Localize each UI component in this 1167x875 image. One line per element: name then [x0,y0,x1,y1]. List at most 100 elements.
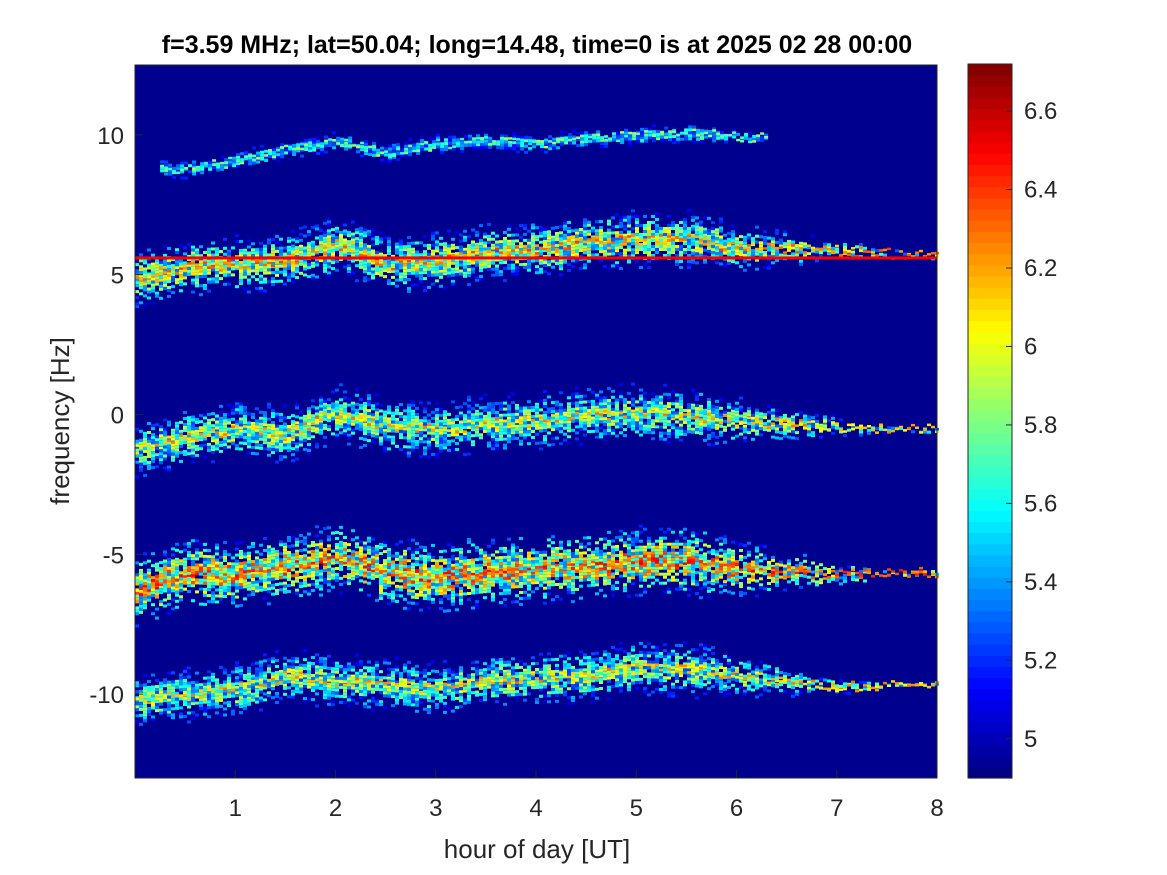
heatmap-cell-band-1 [299,238,303,242]
heatmap-cell-band-0 [404,147,409,151]
heatmap-cell-band-2 [279,446,283,449]
heatmap-cell-band-2 [367,394,371,398]
heatmap-cell-band-1 [575,234,579,238]
heatmap-cell-band-2 [839,418,843,422]
heatmap-trace-band-0 [408,144,413,148]
heatmap-cell-band-2 [263,429,267,433]
heatmap-cell-band-1 [327,265,331,269]
heatmap-cell-band-2 [487,429,491,433]
heatmap-cell-band-1 [507,251,511,255]
heatmap-cell-band-1 [687,227,691,231]
heatmap-cell-band-2 [479,397,483,401]
heatmap-trace-band-0 [280,146,285,149]
heatmap-cell-band-1 [163,280,167,284]
heatmap-trace-band-0 [380,151,385,154]
heatmap-cell-band-2 [231,423,235,427]
heatmap-cell-band-1 [407,251,411,254]
heatmap-cell-band-0 [312,137,317,141]
heatmap-cell-band-2 [503,413,507,417]
heatmap-cell-band-1 [259,262,263,266]
heatmap-cell-band-1 [599,259,603,263]
heatmap-trace-band-2 [719,421,723,425]
heatmap-cell-band-2 [347,436,351,440]
heatmap-cell-band-1 [683,221,687,224]
heatmap-cell-band-2 [311,399,315,403]
heatmap-cell-band-2 [343,396,347,400]
heatmap-cell-band-2 [591,417,595,421]
heatmap-cell-band-0 [708,133,713,136]
heatmap-cell-band-2 [335,400,339,404]
heatmap-cell-band-1 [295,258,299,262]
heatmap-cell-band-2 [615,407,619,411]
heatmap-cell-band-1 [427,261,431,265]
heatmap-cell-band-1 [139,286,143,290]
heatmap-cell-band-1 [763,230,767,233]
heatmap-cell-band-2 [311,426,315,430]
heatmap-cell-band-2 [235,420,239,424]
heatmap-cell-band-1 [199,245,203,249]
heatmap-cell-band-2 [259,419,263,423]
heatmap-cell-band-1 [367,244,371,248]
heatmap-cell-band-2 [635,400,639,404]
heatmap-cell-band-1 [599,247,603,251]
heatmap-cell-band-2 [551,443,555,447]
heatmap-cell-band-1 [195,272,199,276]
heatmap-cell-band-1 [223,252,227,256]
heatmap-cell-band-2 [643,403,647,407]
heatmap-cell-band-2 [555,436,559,440]
heatmap-cell-band-2 [267,423,271,427]
heatmap-cell-band-2 [775,436,779,440]
heatmap-trace-band-0 [604,135,609,138]
heatmap-trace-band-2 [739,422,743,425]
heatmap-cell-band-2 [411,445,415,449]
heatmap-cell-band-1 [619,219,623,222]
heatmap-cell-band-2 [411,448,415,452]
heatmap-cell-band-1 [543,249,547,252]
heatmap-cell-band-1 [647,227,651,230]
heatmap-trace-band-1 [859,246,863,249]
heatmap-cell-band-2 [531,421,535,424]
heatmap-cell-band-1 [247,245,251,249]
heatmap-trace-band-0 [432,146,437,149]
heatmap-cell-band-2 [215,420,219,424]
heatmap-cell-band-2 [307,452,311,456]
heatmap-cell-band-2 [415,443,419,446]
heatmap-cell-band-2 [319,395,323,399]
heatmap-cell-band-3 [143,594,147,598]
heatmap-trace-band-2 [539,416,543,419]
heatmap-cell-band-1 [427,243,431,247]
heatmap-cell-band-1 [715,240,719,244]
heatmap-cell-band-1 [827,243,831,247]
heatmap-cell-band-0 [380,149,385,153]
heatmap-cell-band-2 [267,453,271,457]
heatmap-trace-band-3 [163,579,167,582]
heatmap-cell-band-2 [335,427,339,431]
heatmap-cell-band-1 [707,246,711,250]
heatmap-cell-band-2 [199,438,203,442]
heatmap-cell-band-1 [451,261,455,265]
heatmap-cell-band-1 [239,261,243,264]
heatmap-cell-band-1 [683,236,687,239]
heatmap-cell-band-2 [459,420,463,424]
heatmap-cell-band-1 [671,251,675,254]
heatmap-cell-band-2 [279,419,283,422]
heatmap-cell-band-2 [279,440,283,443]
heatmap-cell-band-1 [323,248,327,252]
heatmap-cell-band-3 [143,603,147,607]
heatmap-cell-band-1 [599,250,603,254]
heatmap-cell-band-2 [683,433,687,436]
heatmap-cell-band-2 [639,421,643,425]
heatmap-cell-band-1 [699,229,703,233]
heatmap-cell-band-1 [627,224,631,228]
heatmap-cell-band-2 [543,441,547,444]
heatmap-cell-band-0 [280,143,285,147]
heatmap-trace-band-0 [276,149,281,152]
heatmap-cell-band-2 [679,417,683,421]
heatmap-cell-band-2 [479,421,483,425]
heatmap-cell-band-1 [579,231,583,234]
heatmap-cell-band-2 [575,395,579,399]
heatmap-cell-band-0 [748,131,753,135]
heatmap-cell-band-2 [427,431,431,435]
heatmap-cell-band-1 [279,279,283,283]
